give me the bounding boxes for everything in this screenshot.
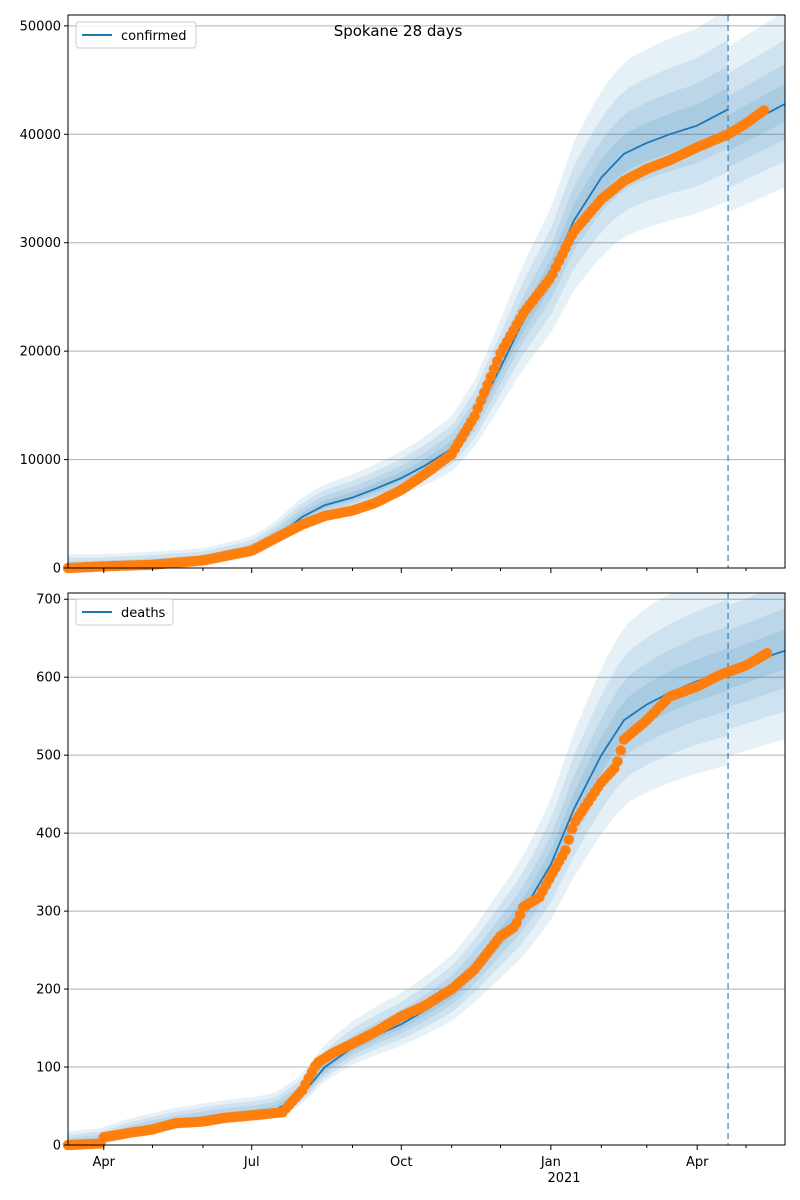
deaths-y-tick-label-0: 0 <box>53 1139 61 1154</box>
confirmed-grid <box>68 25 785 461</box>
x-year-label: 2021 <box>547 1171 580 1186</box>
confirmed-observed-points <box>62 105 770 574</box>
confirmed-y-tick-label-3: 30000 <box>20 236 61 251</box>
confirmed-band-0-2 <box>68 66 729 568</box>
deaths-y-tick-label-7: 700 <box>36 593 61 608</box>
deaths-observed-point-139 <box>514 909 526 921</box>
deaths-grid <box>68 598 785 1068</box>
deaths-legend-box <box>75 598 174 626</box>
x-tick-label-0: Apr <box>93 1155 116 1170</box>
panel-deaths: 0 100 200 300 400 500 600 700 deaths <box>36 592 786 1154</box>
x-tick-label-3: Jan <box>540 1155 561 1170</box>
confirmed-band-0-3 <box>68 87 729 568</box>
confirmed-y-tick-label-1: 10000 <box>20 453 61 468</box>
panel-confirmed: 0 10000 20000 30000 40000 50000 Spokane 28 da… <box>20 14 786 577</box>
confirmed-observed-point-125 <box>469 411 480 422</box>
deaths-y-tick-label-2: 200 <box>36 983 61 998</box>
deaths-observed-point-155 <box>566 823 578 835</box>
deaths-observed-point-154 <box>563 834 574 845</box>
deaths-band-1-0 <box>728 593 785 756</box>
deaths-y-tick-label-4: 400 <box>36 827 61 842</box>
confirmed-observed-point-128 <box>479 387 490 398</box>
deaths-band-0-1 <box>68 599 729 1145</box>
deaths-y-tick-label-1: 100 <box>36 1061 61 1076</box>
confirmed-observed-point-131 <box>488 363 500 375</box>
confirmed-observed-point-127 <box>475 395 487 406</box>
confirmed-legend: confirmed <box>75 21 197 49</box>
confirmed-observed-point-129 <box>482 379 493 390</box>
confirmed-axes-frame <box>67 14 786 569</box>
x-tick-label-2: Oct <box>390 1155 412 1170</box>
deaths-observed-point-170 <box>615 745 626 756</box>
deaths-axes-frame <box>67 592 786 1146</box>
deaths-y-tick-label-6: 600 <box>36 671 61 686</box>
confirmed-y-tick-label-4: 40000 <box>20 128 61 143</box>
confirmed-observed-point-132 <box>492 356 503 367</box>
deaths-observed-point-153 <box>560 845 571 856</box>
deaths-legend-label: deaths <box>121 606 166 621</box>
confirmed-observed-point-214 <box>758 105 770 116</box>
x-tick-label-4: Apr <box>686 1155 709 1170</box>
deaths-y-tick-label-3: 300 <box>36 905 61 920</box>
deaths-legend: deaths <box>75 598 174 626</box>
x-tick-label-1: Jul <box>243 1155 260 1170</box>
deaths-observed-point-169 <box>612 756 623 767</box>
deaths-band-0-0 <box>68 593 729 1145</box>
confirmed-y-ticks: 0 10000 20000 30000 40000 50000 <box>20 19 68 577</box>
deaths-y-tick-label-5: 500 <box>36 749 61 764</box>
confirmed-legend-box <box>75 21 197 49</box>
confirmed-y-tick-label-2: 20000 <box>20 345 61 360</box>
confirmed-band-0-0 <box>68 15 729 568</box>
confirmed-band-0-1 <box>68 39 729 568</box>
confirmed-observed-point-130 <box>485 371 496 383</box>
deaths-y-ticks: 0 100 200 300 400 500 600 700 <box>36 593 68 1154</box>
deaths-observed-point-138 <box>511 917 522 928</box>
confirmed-observed-point-126 <box>472 403 483 414</box>
x-tick-labels: Apr Jul Oct Jan Apr <box>93 1155 710 1170</box>
deaths-observed-point-215 <box>761 648 773 659</box>
confirmed-legend-label: confirmed <box>121 29 187 44</box>
deaths-band-0-2 <box>68 626 729 1145</box>
confirmed-y-tick-label-5: 50000 <box>20 19 61 34</box>
deaths-observed-points <box>62 648 773 1151</box>
confirmed-y-tick-label-0: 0 <box>53 562 61 577</box>
figure-title: Spokane 28 days <box>334 22 463 40</box>
